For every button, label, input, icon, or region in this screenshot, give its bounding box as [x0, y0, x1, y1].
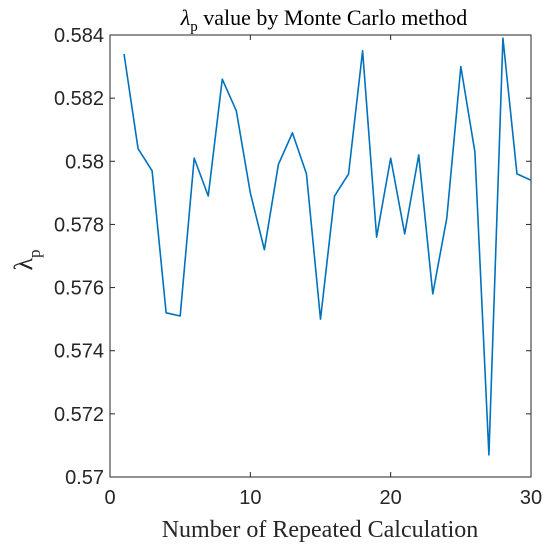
axis-ticks	[109, 34, 532, 478]
y-tick-label: 0.576	[54, 278, 104, 300]
x-tick-label: 20	[380, 487, 402, 509]
x-tick-label: 30	[520, 487, 542, 509]
series-line	[123, 37, 532, 456]
plot-area-box	[109, 34, 532, 478]
y-tick-label: 0.57	[65, 467, 104, 489]
y-tick-label: 0.578	[54, 214, 104, 236]
y-tick-label: 0.584	[54, 25, 104, 47]
x-tick-label: 0	[104, 487, 115, 509]
axis-tick-labels: 0 10 20 30 0.57 0.572 0.574 0.576 0.578 0.58 0.582…	[54, 25, 542, 509]
chart-title-subscript: p	[190, 19, 198, 35]
chart-title: λp value by Monte Carlo method	[180, 5, 467, 35]
y-tick-label: 0.58	[65, 151, 104, 173]
series-group	[123, 37, 532, 456]
x-axis-label: Number of Repeated Calculation	[162, 517, 479, 543]
y-tick-label: 0.582	[54, 88, 104, 110]
y-axis-label-subscript: p	[25, 249, 44, 258]
x-tick-label: 10	[239, 487, 261, 509]
y-tick-label: 0.572	[54, 404, 104, 426]
y-axis-label-lambda: λ	[9, 258, 38, 271]
chart-title-lambda: λ	[180, 5, 191, 30]
y-tick-label: 0.574	[54, 341, 104, 363]
chart-title-suffix: value by Monte Carlo method	[198, 5, 467, 30]
y-axis-label: λp	[9, 249, 44, 270]
